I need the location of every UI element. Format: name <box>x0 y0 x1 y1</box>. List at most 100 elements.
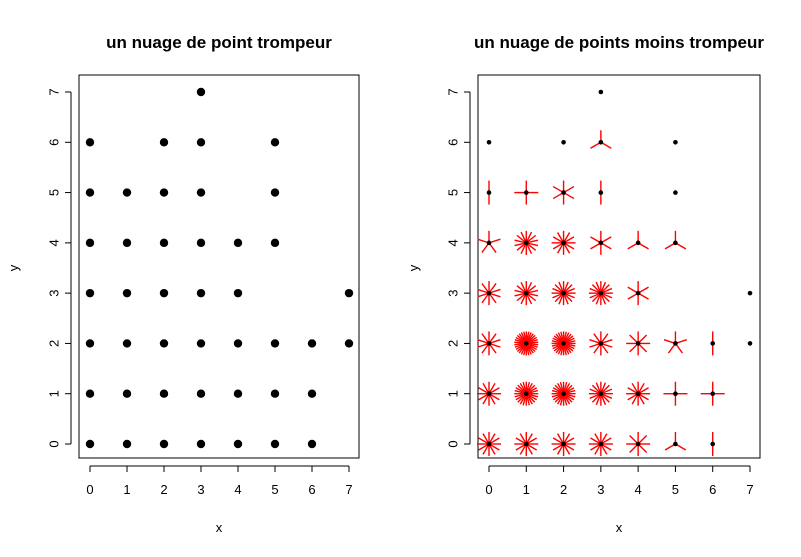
sunflower-center <box>635 240 641 246</box>
x-tick-label: 3 <box>197 482 204 497</box>
right-plot-frame <box>477 74 761 459</box>
scatter-point <box>159 138 169 147</box>
scatter-point <box>122 188 132 197</box>
y-tick-label: 2 <box>445 340 460 347</box>
sunflower-glyph <box>598 180 604 205</box>
right-x-axis-label: x <box>616 520 623 535</box>
sunflower-center <box>635 441 641 447</box>
left-y-axis-label: y <box>6 264 21 271</box>
sunflower-center <box>561 139 566 145</box>
x-tick-label: 4 <box>234 482 241 497</box>
sunflower-center <box>598 441 604 447</box>
sunflower-center <box>710 441 716 447</box>
scatter-point <box>85 339 95 348</box>
x-tick-label: 6 <box>709 482 716 497</box>
sunflower-center <box>598 139 604 145</box>
scatter-point <box>122 288 132 298</box>
x-tick-label: 1 <box>123 482 130 497</box>
sunflower-glyph <box>486 180 492 205</box>
scatter-point <box>196 389 206 398</box>
sunflower-center <box>561 391 566 397</box>
scatter-point <box>196 87 206 97</box>
scatter-point <box>233 389 243 398</box>
y-tick-label: 4 <box>46 239 61 246</box>
scatter-point <box>85 138 95 147</box>
left-scatter-panel: un nuage de point trompeur 0 1 2 3 4 5 6 7 0 1 2 3… <box>6 33 360 535</box>
y-tick-label: 7 <box>445 88 460 95</box>
y-tick-label: 3 <box>46 290 61 297</box>
sunflower-glyph <box>477 381 501 406</box>
sunflower-center <box>486 290 492 296</box>
sunflower-center <box>635 341 641 346</box>
sunflower-center <box>523 441 529 447</box>
scatter-point <box>344 339 354 348</box>
sunflower-glyph <box>747 341 753 346</box>
sunflower-center <box>561 290 566 296</box>
sunflower-glyph <box>673 139 678 145</box>
sunflower-glyph <box>627 230 649 250</box>
left-x-axis-label: x <box>216 520 223 535</box>
sunflower-center <box>598 391 604 397</box>
sunflower-glyph <box>514 230 539 255</box>
y-tick-label: 3 <box>445 290 460 297</box>
x-tick-label: 0 <box>485 482 492 497</box>
y-tick-label: 0 <box>46 440 61 447</box>
sunflower-glyph <box>664 432 687 451</box>
sunflower-glyph <box>590 130 612 149</box>
y-tick-label: 4 <box>445 239 460 246</box>
right-x-axis: 0 1 2 3 4 5 6 7 <box>485 465 754 497</box>
scatter-point <box>159 439 169 449</box>
sunflower-center <box>523 240 529 246</box>
scatter-point <box>122 339 132 348</box>
x-tick-label: 3 <box>597 482 604 497</box>
sunflower-center <box>486 240 492 246</box>
scatter-point <box>307 389 317 398</box>
right-y-axis-label: y <box>406 264 421 271</box>
x-tick-label: 5 <box>672 482 679 497</box>
scatter-point <box>196 288 206 298</box>
y-tick-label: 1 <box>445 390 460 397</box>
sunflower-glyph <box>710 432 716 456</box>
left-y-axis: 0 1 2 3 4 5 6 7 <box>46 88 72 448</box>
scatter-point <box>85 389 95 398</box>
sunflower-glyph <box>588 381 613 406</box>
sunflower-center <box>673 341 678 346</box>
sunflower-glyph <box>514 432 539 456</box>
scatter-point <box>307 439 317 449</box>
scatter-point <box>270 389 280 398</box>
y-tick-label: 6 <box>46 139 61 146</box>
sunflower-glyph <box>673 190 678 195</box>
sunflower-center <box>523 341 529 346</box>
y-tick-label: 2 <box>46 340 61 347</box>
sunflower-glyph <box>626 381 651 406</box>
sunflower-center <box>561 341 566 346</box>
scatter-point <box>159 339 169 348</box>
left-plot-frame <box>78 74 360 459</box>
x-tick-label: 6 <box>308 482 315 497</box>
sunflower-center <box>673 139 678 145</box>
sunflower-center <box>561 240 566 246</box>
sunflower-center <box>598 341 604 346</box>
sunflower-glyph <box>551 331 576 356</box>
sunflower-center <box>747 341 753 346</box>
sunflower-glyph <box>663 381 688 406</box>
x-tick-label: 2 <box>560 482 567 497</box>
scatter-point <box>233 288 243 298</box>
sunflower-center <box>523 391 529 397</box>
sunflower-center <box>486 391 492 397</box>
left-x-axis: 0 1 2 3 4 5 6 7 <box>86 465 353 497</box>
scatter-point <box>307 339 317 348</box>
sunflower-center <box>673 190 678 195</box>
x-tick-label: 1 <box>523 482 530 497</box>
scatter-point <box>196 188 206 197</box>
sunflower-glyph <box>588 281 613 306</box>
scatter-point <box>122 238 132 248</box>
sunflower-glyph <box>551 381 576 406</box>
scatter-point <box>196 138 206 147</box>
sunflower-glyph <box>747 290 753 296</box>
sunflower-glyph <box>551 432 576 456</box>
sunflower-glyph <box>626 432 651 456</box>
y-tick-label: 6 <box>445 139 460 146</box>
sunflower-glyph <box>598 89 604 95</box>
